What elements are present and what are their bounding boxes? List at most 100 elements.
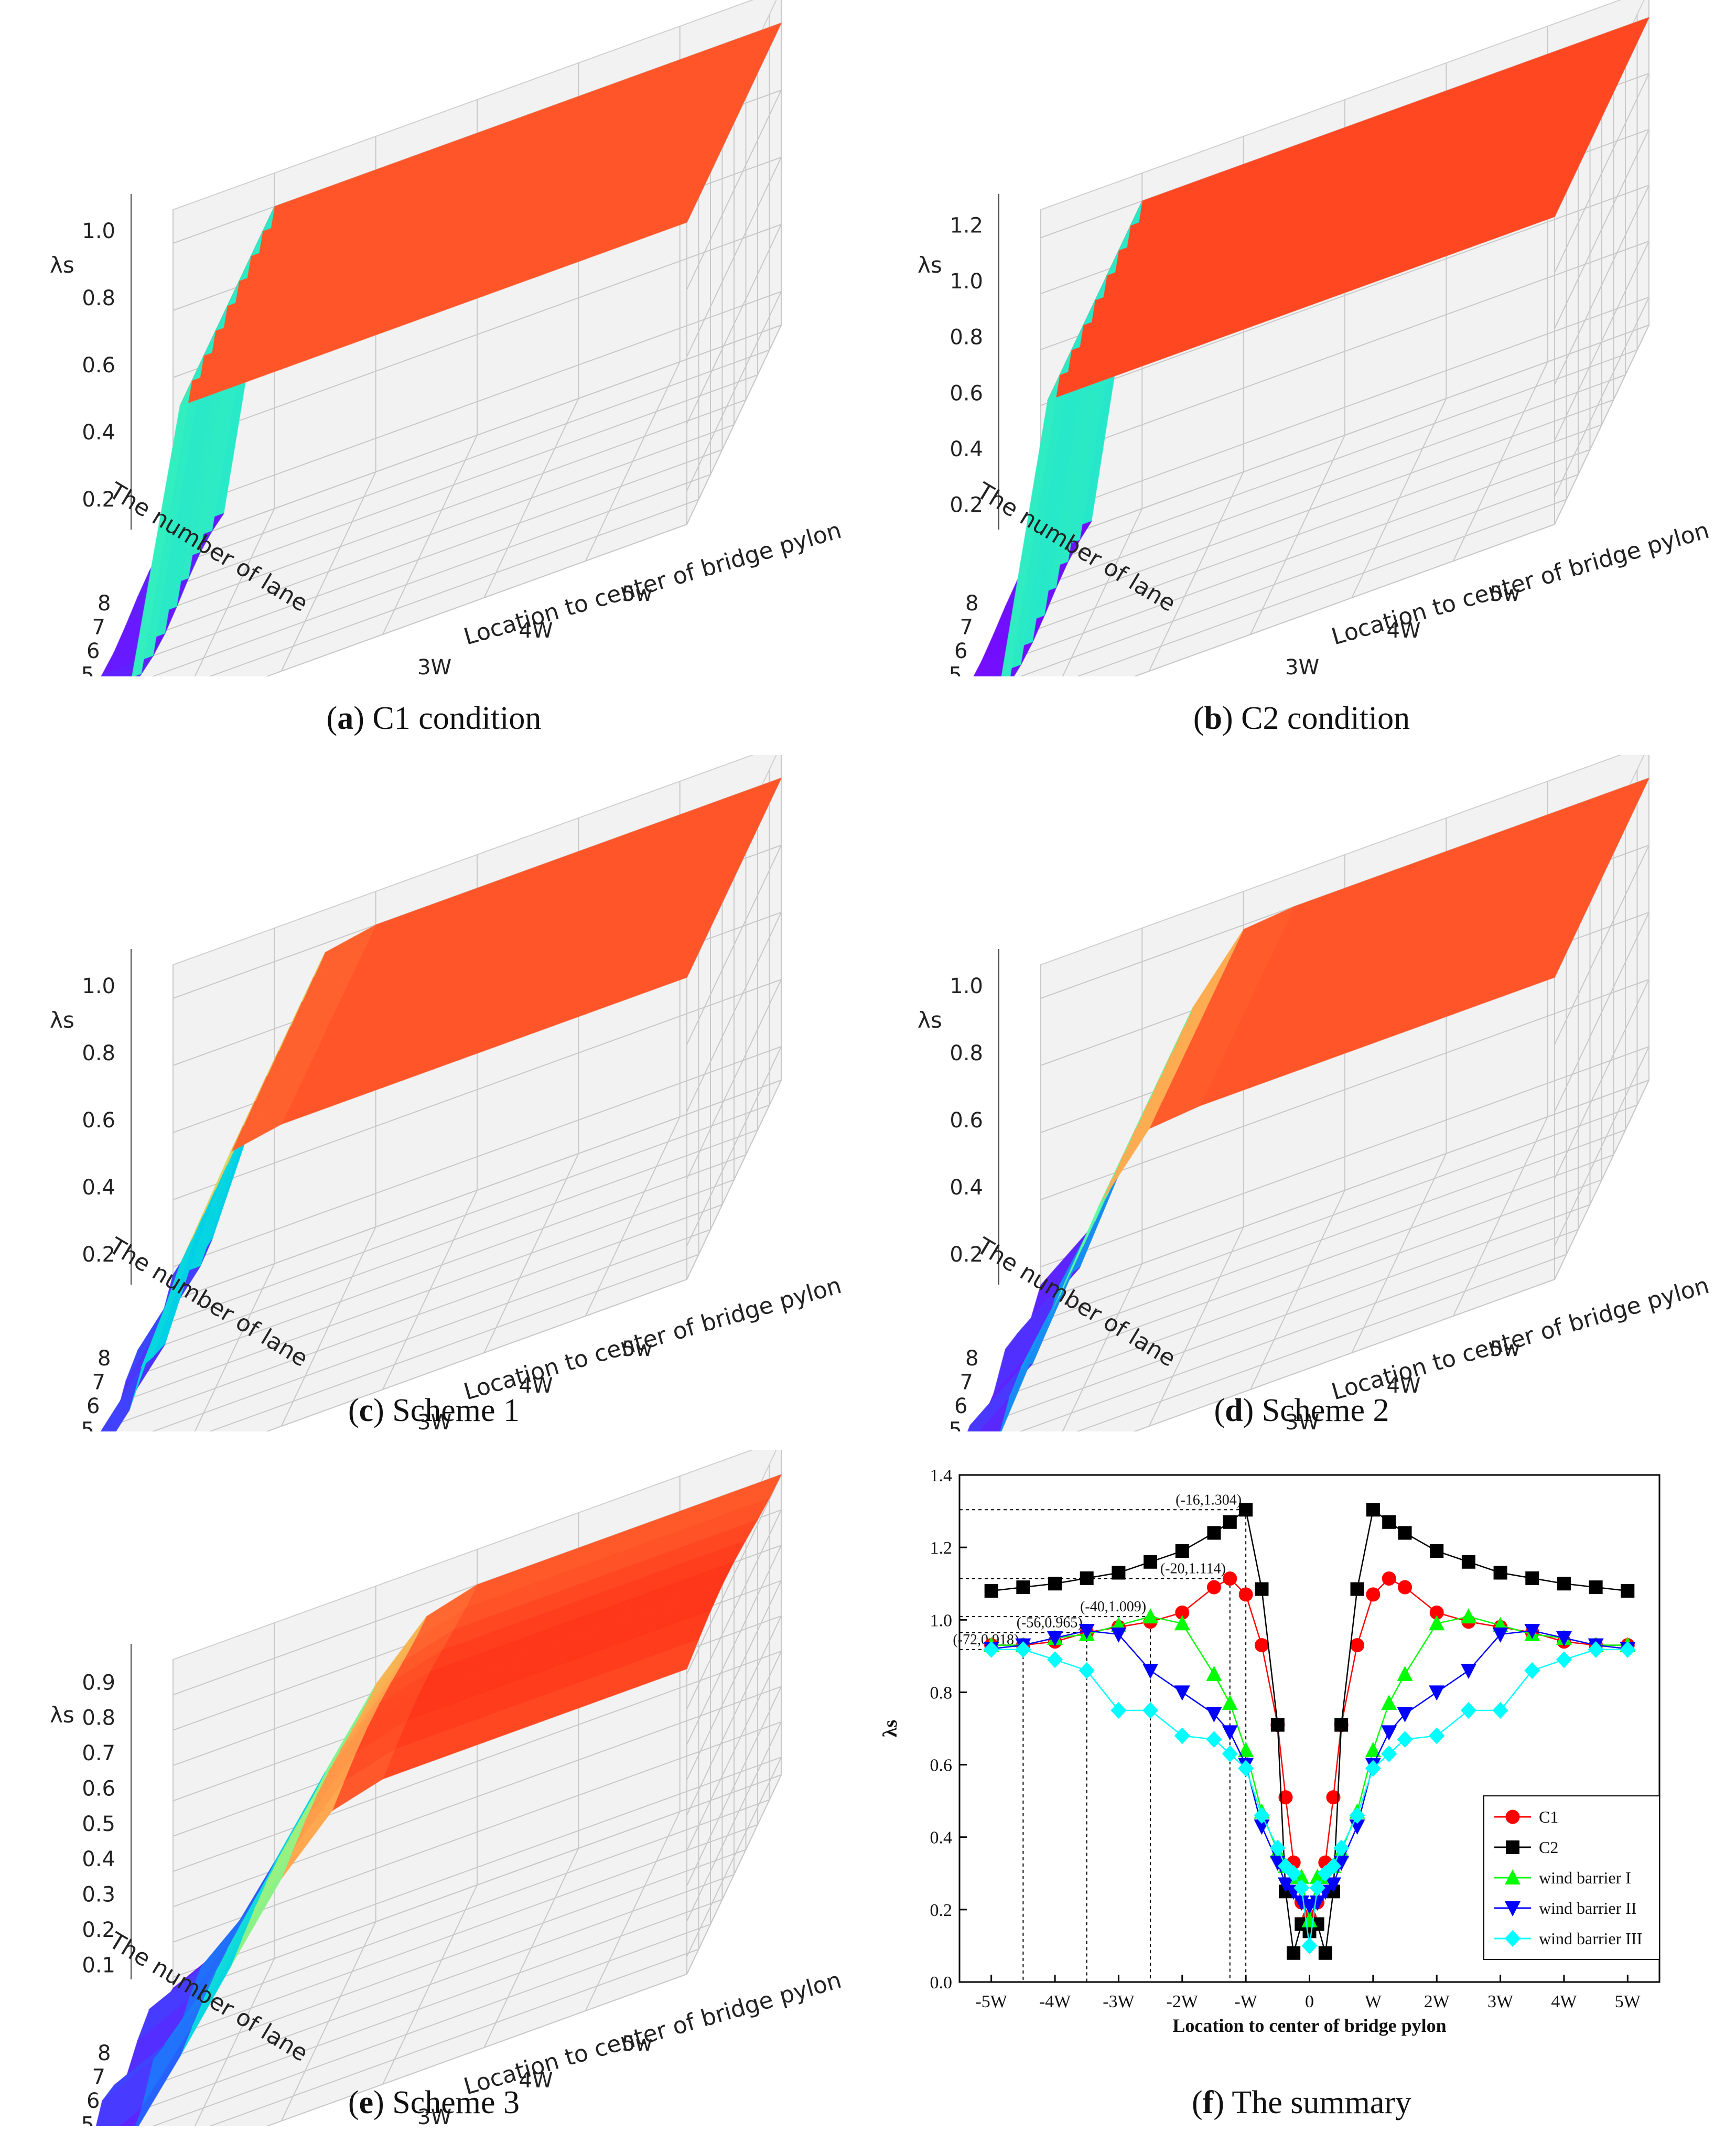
- data-point: [1365, 1760, 1381, 1777]
- annotation-label: (-16,1.304): [1176, 1492, 1242, 1508]
- data-point: [1015, 1641, 1031, 1658]
- data-point: [1254, 1807, 1270, 1824]
- grid-line: [1133, 524, 1555, 676]
- data-point: [1080, 1571, 1094, 1585]
- grid-line: [686, 1686, 782, 1887]
- lane-tick-label: 6: [87, 2089, 100, 2113]
- grid-line: [686, 224, 782, 424]
- grid-line: [151, 1229, 711, 1431]
- lane-tick-label: 7: [92, 2065, 105, 2089]
- data-point: [1079, 1662, 1095, 1679]
- z-axis-label: λs: [50, 1702, 74, 1728]
- data-point: [1110, 1627, 1127, 1643]
- series-1: [984, 1503, 1635, 1960]
- lane-tick-label: 6: [954, 1394, 967, 1418]
- lane-tick-label: 8: [98, 2041, 111, 2065]
- z-tick-label: 0.8: [950, 1041, 983, 1065]
- data-point: [1556, 1651, 1572, 1668]
- data-point: [1557, 1577, 1571, 1591]
- data-point: [1238, 1741, 1254, 1757]
- grid-line: [208, 1948, 699, 2126]
- data-point: [1349, 1807, 1365, 1824]
- data-point: [1429, 1727, 1445, 1744]
- data-point: [1588, 1641, 1604, 1658]
- grid-line: [1554, 73, 1649, 273]
- data-point: [1269, 1856, 1286, 1871]
- lane-tick-label: 6: [954, 639, 967, 663]
- caption-b: (b) C2 condition: [1193, 701, 1410, 736]
- z-tick-label: 0.8: [82, 1706, 115, 1730]
- data-point: [1334, 1718, 1349, 1732]
- annotation-label: (-40,1.009): [1080, 1599, 1146, 1615]
- lane-tick-label: 8: [965, 1347, 978, 1371]
- data-point: [1366, 1503, 1380, 1517]
- grid-line: [114, 1899, 723, 2120]
- grid-line: [1029, 349, 1637, 571]
- annotation-label: (-56,0.965): [1017, 1614, 1083, 1631]
- z-tick-label: 0.4: [82, 1176, 115, 1200]
- grid-line: [686, 979, 782, 1179]
- span-tick-label: 5w: [622, 582, 652, 606]
- z-tick-label: 0.6: [82, 353, 115, 378]
- data-point: [1309, 1895, 1325, 1911]
- y-tick-label: 1.2: [930, 1538, 953, 1558]
- grid-line: [686, 157, 782, 357]
- data-point: [1589, 1580, 1603, 1595]
- data-point: [1461, 1555, 1475, 1569]
- data-point: [1333, 1839, 1350, 1857]
- grid-line: [1017, 374, 1626, 596]
- grid-line: [1005, 399, 1614, 621]
- grid-line: [686, 1580, 782, 1780]
- panel-d: 0.20.40.60.81.0λs87654321The number of l…: [868, 755, 1735, 1431]
- data-point: [1174, 1685, 1190, 1701]
- data-point: [1048, 1577, 1062, 1591]
- grid-line: [172, 1774, 782, 1996]
- data-point: [1206, 1707, 1222, 1722]
- grid-line: [1076, 499, 1567, 676]
- data-point: [1325, 1877, 1342, 1893]
- grid-line: [151, 474, 711, 676]
- data-point: [1301, 1937, 1318, 1954]
- data-point: [1222, 1745, 1238, 1762]
- surface-chart-d: 0.20.40.60.81.0λs87654321The number of l…: [918, 755, 1712, 1431]
- data-point: [1047, 1651, 1063, 1668]
- data-point: [1524, 1662, 1540, 1679]
- lane-tick-label: 5: [81, 663, 94, 676]
- z-tick-label: 0.2: [950, 1243, 983, 1267]
- data-point: [1175, 1544, 1189, 1558]
- z-tick-label: 0.6: [950, 1108, 983, 1133]
- data-point: [1238, 1587, 1253, 1602]
- data-point: [1287, 1946, 1301, 1960]
- grid-line: [265, 1279, 687, 1431]
- lane-tick-label: 8: [98, 591, 111, 616]
- surface-patch: [134, 673, 143, 676]
- grid-line: [686, 1046, 782, 1246]
- data-point: [1350, 1638, 1365, 1653]
- surface: [973, 17, 1650, 676]
- surface-chart-b: 0.20.40.60.81.01.2λs87654321The number o…: [918, 0, 1712, 676]
- grid-line: [1040, 241, 1649, 462]
- grid-line: [149, 1129, 758, 1351]
- grid-line: [1076, 1254, 1567, 1431]
- z-tick-label: 0.6: [82, 1108, 115, 1133]
- z-tick-label: 0.4: [82, 1847, 115, 1871]
- data-point: [1621, 1584, 1635, 1598]
- x-tick-label: -3W: [1103, 1992, 1135, 2011]
- y-tick-label: 0.0: [930, 1973, 953, 1993]
- data-point: [1270, 1718, 1285, 1732]
- z-axis-label: λs: [918, 252, 942, 278]
- grid-line: [686, 90, 782, 290]
- grid-line: [172, 224, 782, 445]
- z-tick-label: 0.8: [82, 286, 115, 310]
- x-tick-label: W: [1365, 1992, 1382, 2011]
- surface: [967, 777, 1650, 1431]
- grid-line: [686, 291, 782, 491]
- grid-line: [1554, 1046, 1649, 1246]
- data-point: [1278, 1790, 1293, 1805]
- y-tick-label: 1.4: [930, 1466, 953, 1485]
- span-tick-label: 5w: [1490, 582, 1520, 606]
- panel-e: 0.10.20.30.40.50.60.70.80.9λs87654321The…: [0, 1450, 868, 2126]
- z-tick-label: 0.7: [82, 1741, 115, 1765]
- grid-line: [982, 1204, 1590, 1426]
- data-point: [1254, 1638, 1269, 1653]
